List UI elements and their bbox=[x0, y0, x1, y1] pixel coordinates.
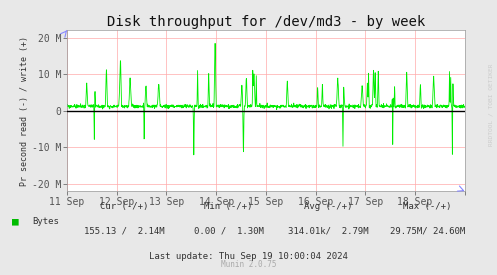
Text: RRDTOOL / TOBI OETIKER: RRDTOOL / TOBI OETIKER bbox=[489, 63, 494, 146]
Text: 29.75M/ 24.60M: 29.75M/ 24.60M bbox=[390, 227, 465, 236]
Text: Min (-/+): Min (-/+) bbox=[204, 202, 253, 211]
Title: Disk throughput for /dev/md3 - by week: Disk throughput for /dev/md3 - by week bbox=[107, 15, 425, 29]
Text: Last update: Thu Sep 19 10:00:04 2024: Last update: Thu Sep 19 10:00:04 2024 bbox=[149, 252, 348, 261]
Text: 314.01k/  2.79M: 314.01k/ 2.79M bbox=[288, 227, 368, 236]
Y-axis label: Pr second read (-) / write (+): Pr second read (-) / write (+) bbox=[20, 36, 29, 186]
Text: Max (-/+): Max (-/+) bbox=[403, 202, 452, 211]
Text: Munin 2.0.75: Munin 2.0.75 bbox=[221, 260, 276, 269]
Text: Avg (-/+): Avg (-/+) bbox=[304, 202, 352, 211]
Text: 0.00 /  1.30M: 0.00 / 1.30M bbox=[194, 227, 263, 236]
Text: 155.13 /  2.14M: 155.13 / 2.14M bbox=[84, 227, 165, 236]
Text: Bytes: Bytes bbox=[32, 217, 59, 226]
Text: ■: ■ bbox=[12, 216, 19, 226]
Text: Cur (-/+): Cur (-/+) bbox=[100, 202, 149, 211]
